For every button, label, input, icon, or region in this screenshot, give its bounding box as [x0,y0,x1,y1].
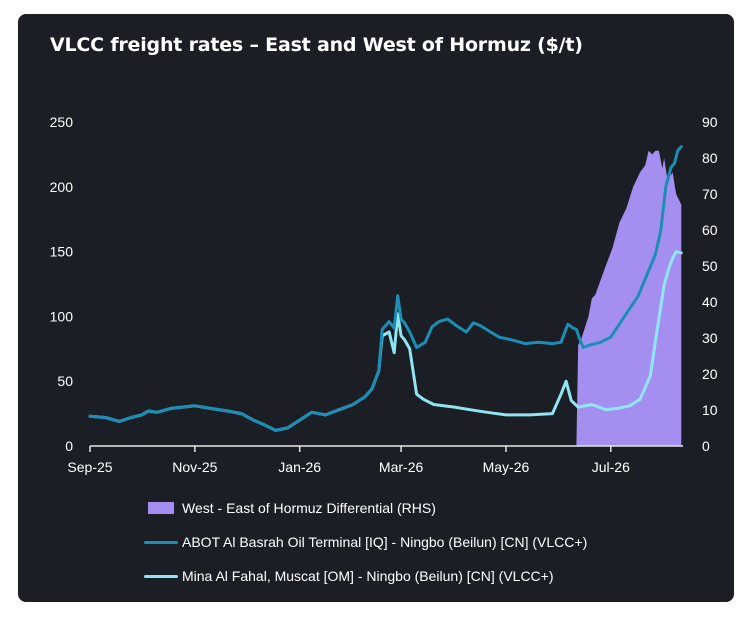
legend-swatch-fahal [144,575,178,578]
y-right-tick-label: 30 [702,330,718,346]
x-tick-label: Nov-25 [172,459,217,475]
legend-swatch-basrah [144,541,178,544]
legend-label-differential: West - East of Hormuz Differential (RHS) [182,500,436,516]
y-right-tick-label: 90 [702,114,718,130]
series-line-basrah [88,145,683,432]
y-left-tick-label: 200 [50,179,74,195]
y-left-tick-label: 250 [50,114,74,130]
y-right-tick-label: 60 [702,222,718,238]
chart-plot: 0 50 100 150 200 250 0 10 20 30 40 50 60 70 80 90 Sep-… [50,114,718,475]
chart-card: VLCC freight rates – East and West of Ho… [18,14,734,602]
y-left-tick-label: 0 [65,438,73,454]
chart-title: VLCC freight rates – East and West of Ho… [50,34,583,56]
y-left-tick-label: 150 [50,244,74,260]
y-right-tick-label: 70 [702,186,718,202]
x-tick-label: Jul-26 [592,459,630,475]
series-area-differential [576,150,682,447]
x-tick-label: May-26 [483,459,530,475]
y-left-tick-label: 100 [50,308,74,324]
y-right-tick-label: 10 [702,402,718,418]
y-right-tick-label: 50 [702,258,718,274]
y-right-tick-label: 80 [702,150,718,166]
x-tick-label: Sep-25 [67,459,112,475]
y-left-tick-label: 50 [57,373,73,389]
legend-swatch-differential [148,502,174,514]
y-right-tick-label: 40 [702,294,718,310]
y-right-tick-label: 20 [702,366,718,382]
legend-label-fahal: Mina Al Fahal, Muscat [OM] - Ningbo (Bei… [182,568,554,584]
y-right-tick-label: 0 [702,438,710,454]
x-tick-label: Mar-26 [379,459,424,475]
x-tick-label: Jan-26 [278,459,321,475]
legend-label-basrah: ABOT Al Basrah Oil Terminal [IQ] - Ningb… [182,534,588,550]
